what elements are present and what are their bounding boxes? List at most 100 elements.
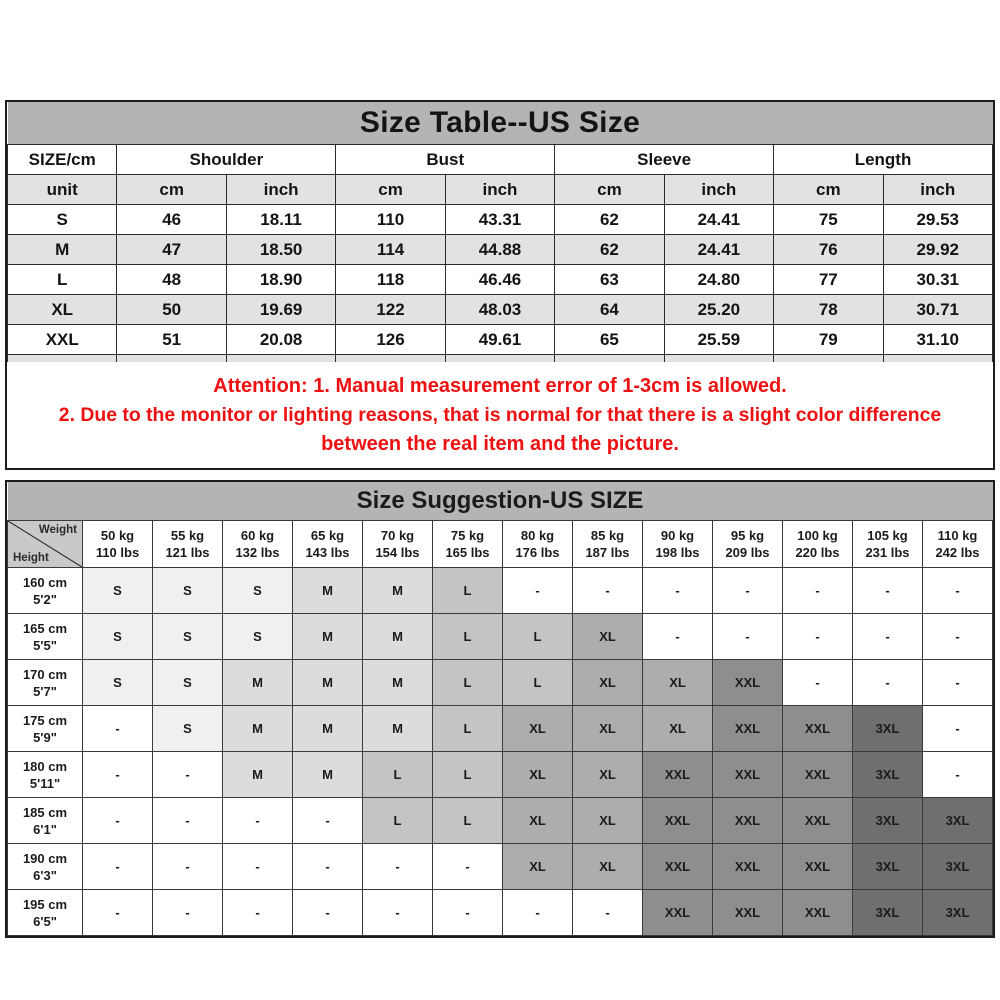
weight-header: 105 kg 231 lbs [852,520,923,568]
weight-kg: 95 kg [730,528,765,543]
size-suggestion-cell: XL [642,705,713,752]
weight-lbs: 176 lbs [515,545,560,560]
size-suggestion-cell: XXL [782,705,853,752]
cell-size: L [6,264,118,295]
height-ft: 5'9" [33,729,57,745]
size-suggestion-cell: XXL [712,705,783,752]
table-row: XXL 51 20.08 126 49.61 65 25.59 79 31.10 [6,324,993,355]
table-row: 180 cm 5'11" - - M M L L XL XL XXL XXL XXL 3XL - [7,751,993,798]
suggestion-rows: 160 cm 5'2" S S S M M L - - - - - - -165 cm 5'5" S S S M M L L… [7,567,993,936]
height-cm: 195 cm [22,896,68,912]
size-suggestion-cell: - [222,889,293,936]
size-suggestion-cell: M [292,567,363,614]
cell-length-inch: 30.31 [882,264,993,295]
cell-size: XXL [6,324,118,355]
height-ft: 5'7" [33,683,57,699]
size-table-block: Size Table--US Size SIZE/cm Shoulder Bus… [5,100,995,387]
corner-weight-label: Weight [38,524,77,536]
table-row: L 48 18.90 118 46.46 63 24.80 77 30.31 [6,264,993,295]
height-ft: 5'2" [33,591,57,607]
size-suggestion-cell: XL [502,797,573,844]
size-suggestion-cell: L [432,613,503,660]
table-row: 160 cm 5'2" S S S M M L - - - - - - - [7,567,993,614]
size-suggestion-cell: L [502,659,573,706]
cell-shoulder-inch: 19.69 [225,294,337,325]
weight-lbs: 187 lbs [585,545,630,560]
cell-sleeve-cm: 63 [554,264,665,295]
size-suggestion-cell: 3XL [922,797,993,844]
weight-lbs: 110 lbs [95,545,140,560]
cell-length-cm: 78 [773,294,884,325]
cell-bust-inch: 44.88 [444,234,556,265]
cell-bust-inch: 49.61 [444,324,556,355]
unit-length-cm: cm [773,174,884,205]
size-suggestion-cell: M [292,613,363,660]
table-row: XL 50 19.69 122 48.03 64 25.20 78 30.71 [6,294,993,325]
cell-bust-inch: 43.31 [444,204,556,235]
size-suggestion-cell: 3XL [852,705,923,752]
table-row: 175 cm 5'9" - S M M M L XL XL XL XXL XXL 3XL - [7,705,993,752]
height-cm: 190 cm [22,850,68,866]
size-suggestion-cell: - [292,797,363,844]
size-suggestion-cell: - [152,797,223,844]
unit-bust-cm: cm [335,174,446,205]
height-header: 185 cm 6'1" [7,797,83,844]
cell-sleeve-cm: 64 [554,294,665,325]
weight-header: 90 kg 198 lbs [642,520,713,568]
weight-kg: 70 kg [380,528,415,543]
height-ft: 5'5" [33,637,57,653]
size-suggestion-cell: 3XL [852,751,923,798]
weight-header: 85 kg 187 lbs [572,520,643,568]
size-suggestion-block: Size Suggestion-US SIZE Weight Height 50… [5,480,995,938]
size-suggestion-cell: 3XL [852,797,923,844]
size-suggestion-cell: - [82,843,153,890]
size-suggestion-cell: M [292,751,363,798]
table-row: 185 cm 6'1" - - - - L L XL XL XXL XXL XXL 3XL 3XL [7,797,993,844]
weight-header: 95 kg 209 lbs [712,520,783,568]
size-suggestion-cell: - [852,659,923,706]
size-suggestion-cell: - [152,843,223,890]
weight-lbs: 143 lbs [305,545,350,560]
size-suggestion-cell: - [82,751,153,798]
corner-height-label: Height [13,552,49,564]
size-suggestion-cell: XXL [712,797,783,844]
size-suggestion-cell: S [152,567,223,614]
height-header: 165 cm 5'5" [7,613,83,660]
size-suggestion-cell: - [712,613,783,660]
weight-header: 70 kg 154 lbs [362,520,433,568]
size-suggestion-cell: L [502,613,573,660]
size-suggestion-cell: L [362,797,433,844]
unit-sleeve-inch: inch [663,174,775,205]
table-row: 190 cm 6'3" - - - - - - XL XL XXL XXL XXL 3XL 3XL [7,843,993,890]
cell-shoulder-inch: 18.11 [225,204,337,235]
size-suggestion-cell: 3XL [852,843,923,890]
size-suggestion-body: Size Suggestion-US SIZE Weight Height 50… [7,482,993,568]
diagonal-divider-icon [8,521,82,567]
cell-shoulder-cm: 48 [116,264,227,295]
size-suggestion-cell: - [782,613,853,660]
size-suggestion-cell: - [502,889,573,936]
size-table-group-header-row: SIZE/cm Shoulder Bust Sleeve Length [6,144,993,175]
weight-lbs: 231 lbs [865,545,910,560]
size-suggestion-cell: M [222,705,293,752]
cell-length-cm: 75 [773,204,884,235]
height-ft: 5'11" [29,775,61,791]
weight-kg: 105 kg [867,528,908,543]
weight-lbs: 121 lbs [165,545,210,560]
cell-bust-inch: 46.46 [444,264,556,295]
size-table: Size Table--US Size SIZE/cm Shoulder Bus… [6,102,993,385]
size-suggestion-cell: - [432,889,503,936]
weight-kg: 65 kg [310,528,345,543]
size-suggestion-cell: - [292,889,363,936]
size-suggestion-cell: - [572,567,643,614]
size-suggestion-cell: - [82,797,153,844]
attention-line-1: Attention: 1. Manual measurement error o… [213,374,787,397]
unit-length-inch: inch [882,174,993,205]
table-row: 170 cm 5'7" S S M M M L L XL XL XXL - - - [7,659,993,706]
size-suggestion-cell: XL [502,843,573,890]
suggestion-title-row: Size Suggestion-US SIZE [7,482,993,521]
size-suggestion-cell: M [362,567,433,614]
cell-size: S [6,204,118,235]
size-suggestion-cell: S [82,567,153,614]
size-suggestion-cell: M [362,705,433,752]
